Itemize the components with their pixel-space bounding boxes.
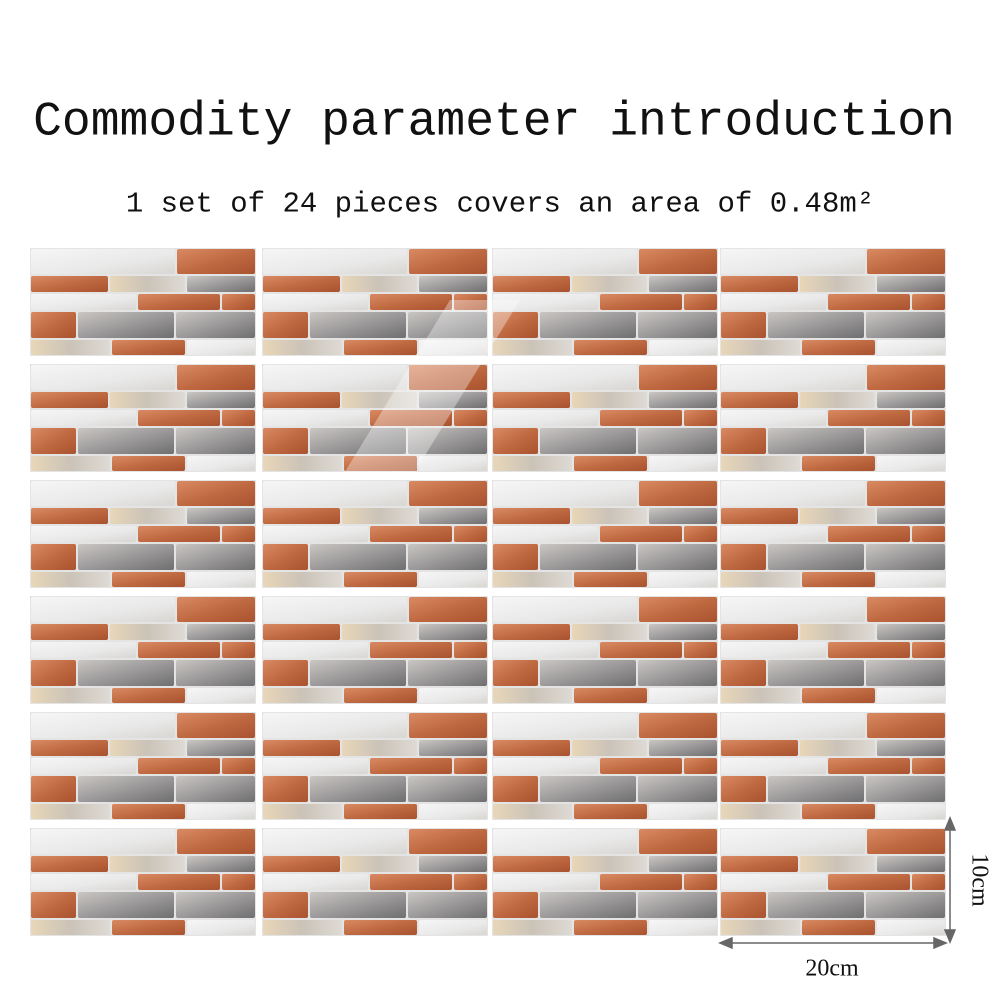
tile (262, 712, 488, 820)
tile (492, 712, 718, 820)
tile (30, 712, 256, 820)
tile (720, 364, 946, 472)
tile (492, 248, 718, 356)
tile (262, 596, 488, 704)
tile (30, 480, 256, 588)
tile (492, 364, 718, 472)
tile (720, 480, 946, 588)
tile (30, 364, 256, 472)
subtitle: 1 set of 24 pieces covers an area of 0.4… (126, 188, 874, 221)
tile (262, 480, 488, 588)
tile (30, 828, 256, 936)
title: Commodity parameter introduction (33, 96, 955, 150)
tile (720, 596, 946, 704)
tile (492, 828, 718, 936)
tile (30, 596, 256, 704)
dimension-arrows (718, 816, 957, 950)
glare (340, 300, 520, 480)
tile (492, 480, 718, 588)
tile (720, 248, 946, 356)
height-label: 10cm (966, 853, 992, 907)
tile (262, 828, 488, 936)
tile (30, 248, 256, 356)
tile (720, 712, 946, 820)
width-label: 20cm (805, 956, 859, 982)
tile (492, 596, 718, 704)
tile (720, 828, 946, 936)
